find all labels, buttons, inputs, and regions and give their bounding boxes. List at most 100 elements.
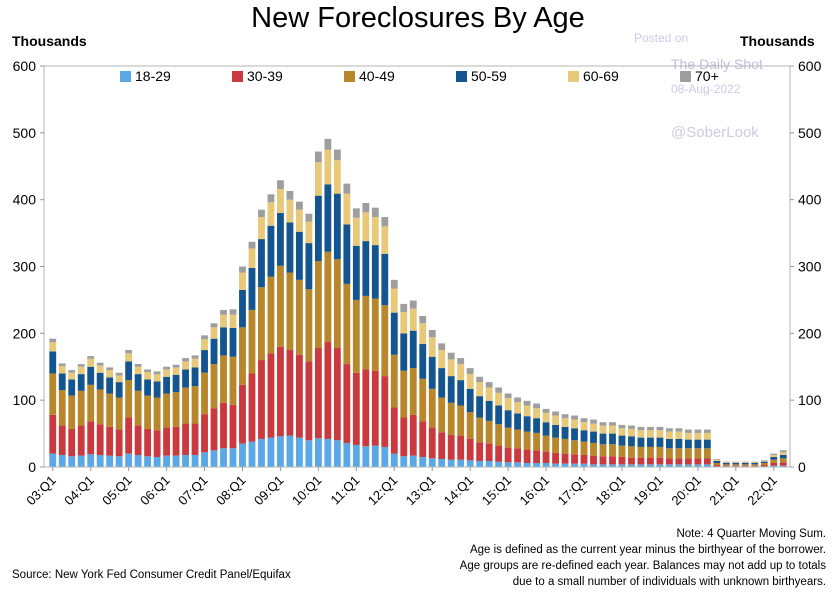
bar-segment (428, 329, 436, 338)
bar-segment (647, 464, 654, 467)
bar-segment (552, 424, 559, 438)
bar-segment (665, 464, 673, 467)
bar-segment (182, 361, 189, 370)
bar-segment (220, 314, 227, 328)
bar-segment (504, 447, 512, 463)
bar-segment (495, 445, 503, 462)
bar-segment (741, 462, 749, 463)
bar-segment (58, 425, 66, 455)
bar-segment (618, 435, 626, 446)
bar-segment (314, 195, 322, 262)
bar-segment (722, 465, 730, 467)
bar-segment (381, 217, 389, 227)
bar-segment (96, 389, 104, 425)
bar-segment (258, 438, 265, 467)
bar-segment (201, 372, 208, 415)
bar-segment (770, 453, 778, 455)
bar-segment (277, 436, 284, 467)
bar-segment (514, 413, 522, 430)
bar-segment (229, 314, 237, 328)
bar-segment (571, 415, 578, 420)
bar-segment (371, 245, 379, 299)
bar-segment (637, 437, 645, 447)
bar-segment (523, 449, 531, 463)
y-tick-label-right: 300 (798, 259, 822, 275)
bar-segment (153, 374, 161, 382)
bar-segment (732, 462, 740, 463)
bar-segment (153, 397, 161, 431)
bar-segment (590, 419, 597, 424)
bar-segment (447, 402, 455, 435)
bar-segment (87, 356, 95, 359)
bar-segment (172, 426, 180, 456)
bar-segment (400, 456, 408, 467)
bar-segment (618, 424, 626, 429)
bar-segment (201, 335, 208, 340)
bar-segment (590, 423, 597, 432)
legend-label: 70+ (695, 68, 719, 84)
bar-segment (163, 427, 170, 456)
bar-segment (201, 414, 208, 453)
bar-segment (485, 382, 493, 388)
bar-segment (333, 160, 341, 194)
bar-segment (580, 441, 588, 455)
bar-segment (637, 457, 645, 465)
bar-segment (722, 461, 730, 463)
x-tick-label: 04:Q1 (61, 473, 97, 509)
bar-segment (542, 412, 550, 423)
bar-segment (248, 309, 256, 374)
bar-segment (381, 253, 389, 306)
x-tick-label: 21:Q1 (706, 473, 742, 509)
bar-segment (239, 327, 246, 385)
bar-segment (656, 426, 664, 431)
bar-segment (770, 459, 778, 463)
bar-segment (675, 431, 683, 439)
bar-segment (125, 353, 133, 362)
bar-segment (447, 434, 455, 460)
x-tick-label: 06:Q1 (137, 473, 173, 509)
bar-segment (239, 266, 246, 273)
bar-segment (163, 376, 170, 394)
bar-segment (381, 226, 389, 254)
bar-segment (144, 372, 152, 380)
bar-segment (134, 454, 142, 467)
bar-segment (352, 208, 360, 218)
watermark-site: The Daily Shot (671, 56, 763, 72)
bar-segment (220, 448, 227, 467)
bar-segment (163, 366, 170, 370)
bar-segment (514, 429, 522, 449)
bar-segment (722, 462, 730, 463)
bar-segment (371, 370, 379, 446)
bar-segment (466, 412, 474, 439)
footnote-line: Note: 4 Quarter Moving Sum. (676, 528, 826, 540)
bar-segment (684, 432, 692, 440)
x-tick-label: 20:Q1 (668, 473, 704, 509)
bar-segment (428, 337, 436, 357)
bar-segment (523, 431, 531, 450)
bar-segment (637, 426, 645, 431)
bar-segment (751, 465, 759, 467)
bar-segment (220, 327, 227, 356)
bar-segment (675, 458, 683, 465)
bar-segment (599, 444, 607, 457)
bar-segment (68, 428, 76, 457)
bar-segment (732, 461, 740, 463)
bar-segment (210, 364, 218, 409)
bar-segment (352, 444, 360, 467)
x-tick-label: 14:Q1 (441, 473, 477, 509)
bar-segment (305, 243, 313, 290)
bar-segment (324, 251, 332, 343)
bar-segment (637, 464, 645, 467)
bar-segment (343, 224, 351, 284)
bar-segment (400, 311, 408, 334)
bar-segment (58, 390, 66, 426)
bar-segment (609, 433, 616, 445)
bar-segment (362, 241, 370, 296)
bar-segment (571, 419, 578, 429)
bar-segment (476, 442, 484, 461)
bar-segment (419, 344, 427, 379)
bar-segment (314, 348, 322, 439)
bar-segment (760, 460, 768, 461)
bar-segment (68, 370, 76, 373)
bar-segment (295, 209, 303, 232)
